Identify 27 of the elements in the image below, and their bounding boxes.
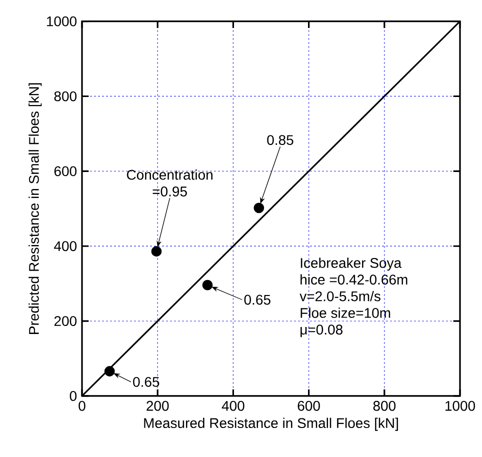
annotation: hice =0.42-0.66m [300, 274, 408, 285]
x-tick-label: 600 [298, 400, 320, 411]
x-axis-title: Measured Resistance in Small Floes [kN] [144, 418, 398, 431]
x-tick-label: 200 [146, 400, 169, 411]
annotation: 0.85 [267, 135, 294, 145]
point [104, 366, 115, 376]
x-tick-label: 0 [78, 400, 86, 411]
y-tick-label: 1000 [46, 16, 77, 26]
y-tick-label: 800 [54, 91, 77, 102]
y-axis-title: Predicted Resistance in Small Floes [kN] [28, 83, 42, 334]
annotation: μ=0.08 [300, 324, 342, 338]
point [151, 246, 162, 257]
y-tick-label: 0 [70, 391, 77, 401]
x-tick-label: 400 [222, 400, 244, 411]
x-tick-label: 800 [373, 400, 396, 411]
y-tick-label: 600 [54, 166, 77, 176]
annotation: Concentration =0.95 [126, 169, 212, 196]
annotation: Icebreaker Soya [300, 258, 402, 271]
y-tick-label: 200 [54, 316, 77, 326]
annotation: v=2.0-5.5m/s [300, 290, 380, 302]
annotation: Floe size=10m [300, 308, 390, 318]
annotation: 0.65 [133, 376, 160, 387]
annotation: 0.65 [244, 294, 270, 305]
point [254, 202, 264, 214]
x-tick-label: 1000 [445, 400, 476, 411]
y-tick-label: 400 [54, 241, 77, 252]
point [202, 280, 213, 290]
